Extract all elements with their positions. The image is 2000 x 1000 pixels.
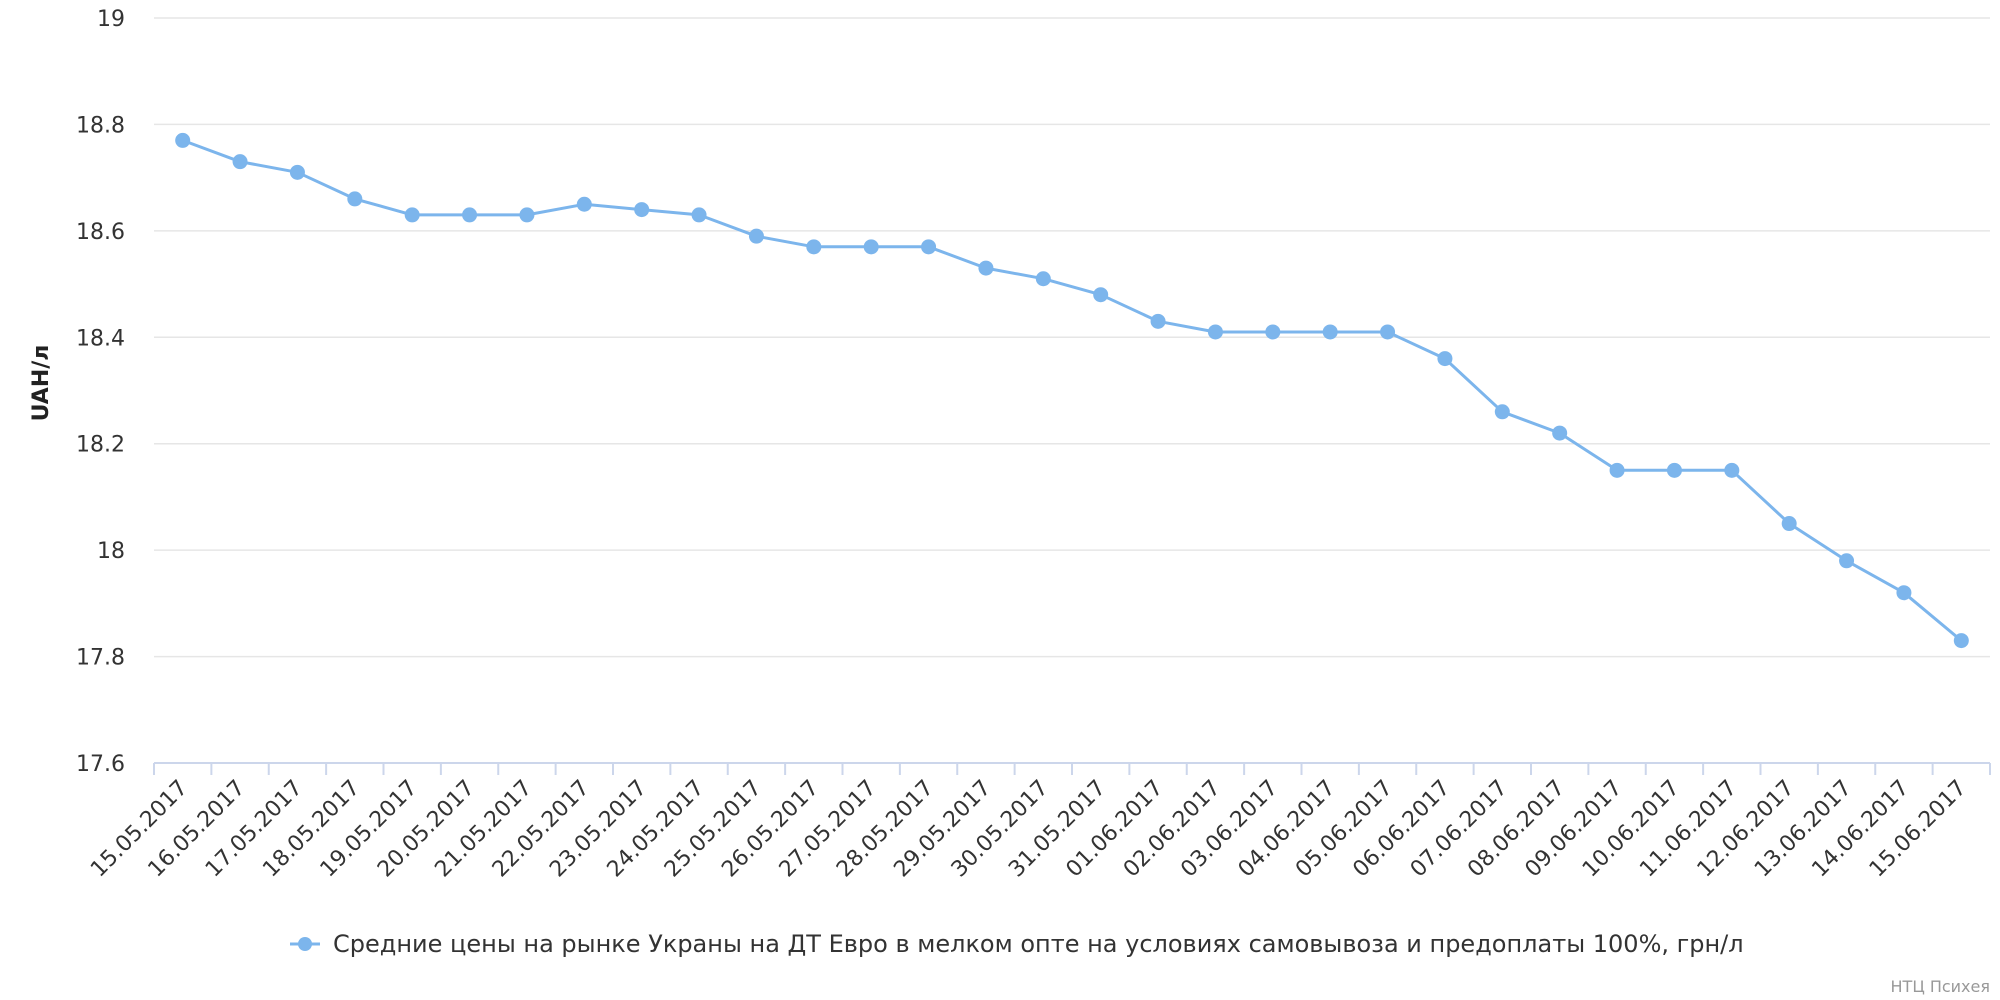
data-point[interactable] bbox=[1724, 462, 1740, 478]
data-point[interactable] bbox=[863, 239, 879, 255]
data-point[interactable] bbox=[806, 239, 822, 255]
data-point[interactable] bbox=[1781, 516, 1797, 532]
data-point[interactable] bbox=[1953, 633, 1969, 649]
y-tick-label: 18.4 bbox=[76, 326, 125, 351]
data-point[interactable] bbox=[462, 207, 478, 223]
data-point[interactable] bbox=[1207, 324, 1223, 340]
y-tick-label: 19 bbox=[97, 7, 125, 32]
data-point[interactable] bbox=[1035, 271, 1051, 287]
gridlines bbox=[154, 17, 1990, 658]
data-point[interactable] bbox=[1380, 324, 1396, 340]
legend-label: Средние цены на рынке Украны на ДТ Евро … bbox=[333, 930, 1744, 958]
data-point[interactable] bbox=[1093, 287, 1109, 303]
series-line bbox=[182, 138, 1963, 642]
series bbox=[175, 132, 1969, 649]
data-point[interactable] bbox=[748, 228, 764, 244]
data-point[interactable] bbox=[404, 207, 420, 223]
data-point[interactable] bbox=[1322, 324, 1338, 340]
y-axis: 17.6 17.8 18 18.2 18.4 18.6 18.8 19 bbox=[76, 7, 125, 777]
y-tick-label: 18.6 bbox=[76, 220, 125, 245]
data-point[interactable] bbox=[1896, 585, 1912, 601]
x-axis: 15.05.201716.05.201717.05.201718.05.2017… bbox=[86, 762, 1991, 882]
legend-point-marker bbox=[298, 937, 312, 951]
data-point[interactable] bbox=[1494, 404, 1510, 420]
data-point[interactable] bbox=[1666, 462, 1682, 478]
data-point[interactable] bbox=[691, 207, 707, 223]
y-tick-label: 18.8 bbox=[76, 113, 125, 138]
y-tick-label: 17.8 bbox=[76, 646, 125, 671]
y-tick-label: 18 bbox=[97, 539, 125, 564]
data-point[interactable] bbox=[576, 196, 592, 212]
y-axis-title: UAH/л bbox=[29, 345, 54, 422]
legend[interactable]: Средние цены на рынке Украны на ДТ Евро … bbox=[290, 930, 1744, 958]
y-tick-label: 18.2 bbox=[76, 433, 125, 458]
data-point[interactable] bbox=[289, 164, 305, 180]
credit-text[interactable]: НТЦ Психея bbox=[1891, 977, 1990, 996]
data-point[interactable] bbox=[519, 207, 535, 223]
data-point[interactable] bbox=[1150, 313, 1166, 329]
data-point[interactable] bbox=[634, 202, 650, 218]
data-point[interactable] bbox=[1609, 462, 1625, 478]
data-point[interactable] bbox=[1437, 351, 1453, 367]
data-point[interactable] bbox=[232, 154, 248, 170]
data-point[interactable] bbox=[1552, 425, 1568, 441]
data-point[interactable] bbox=[347, 191, 363, 207]
data-point[interactable] bbox=[978, 260, 994, 276]
data-point[interactable] bbox=[1839, 553, 1855, 569]
y-tick-label: 17.6 bbox=[76, 752, 125, 777]
data-point[interactable] bbox=[1265, 324, 1281, 340]
data-point[interactable] bbox=[921, 239, 937, 255]
data-point[interactable] bbox=[175, 132, 191, 148]
